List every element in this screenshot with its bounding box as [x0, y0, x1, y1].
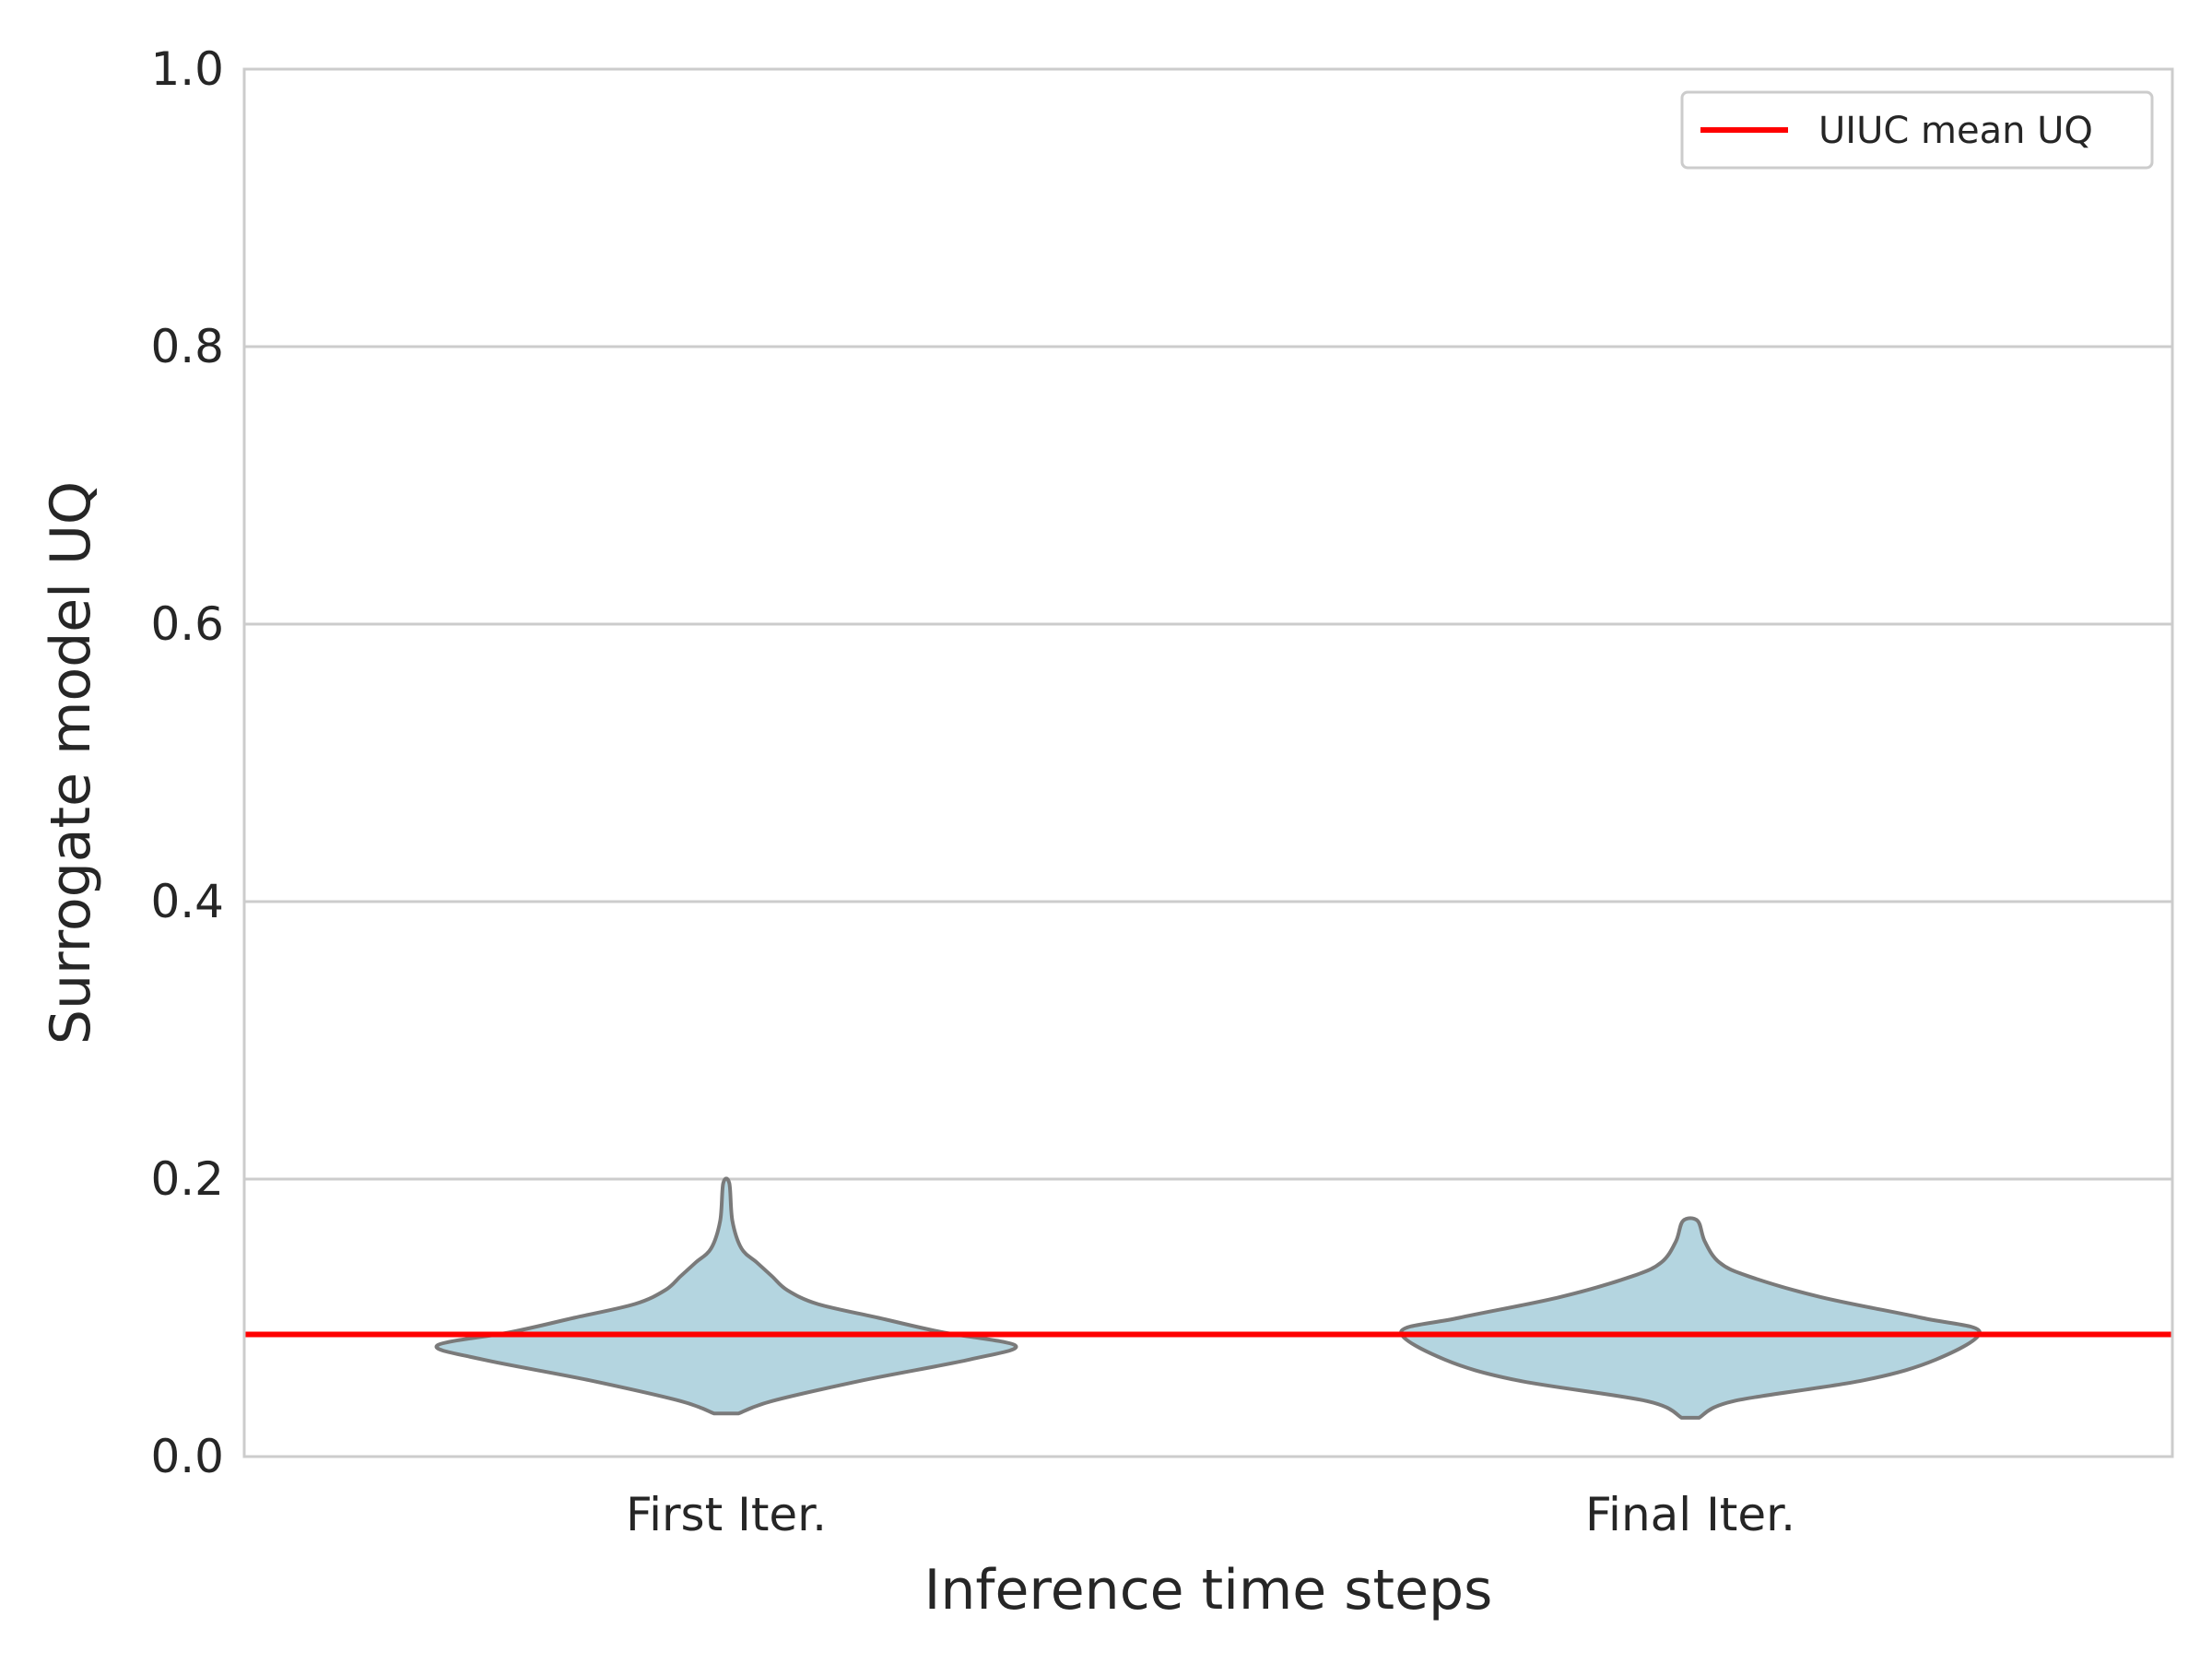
y-tick-label: 0.8	[150, 320, 224, 373]
violins	[434, 1176, 1982, 1420]
x-tick-label: First Iter.	[626, 1488, 827, 1541]
y-tick-label: 0.0	[150, 1430, 224, 1483]
y-tick-label: 0.6	[150, 597, 224, 651]
y-tick-label: 1.0	[150, 42, 224, 96]
y-tick-label: 0.4	[150, 875, 224, 928]
y-tick-label: 0.2	[150, 1152, 224, 1206]
x-axis-title: Inference time steps	[924, 1558, 1493, 1623]
legend-box	[1680, 90, 2154, 170]
y-axis-title: Surrogate model UQ	[39, 481, 103, 1044]
x-tick-labels: First Iter. Final Iter.	[626, 1488, 1795, 1541]
violin-first-iter	[434, 1176, 1018, 1416]
y-tick-labels: 0.0 0.2 0.4 0.6 0.8 1.0	[150, 42, 224, 1483]
plot-frame	[242, 67, 2174, 1458]
legend-label-uiuc-mean-uq: UIUC mean UQ	[1818, 110, 2093, 152]
violin-final-iter	[1399, 1216, 1982, 1420]
grid	[244, 67, 2172, 1458]
legend: UIUC mean UQ	[1680, 90, 2154, 170]
x-tick-label: Final Iter.	[1585, 1488, 1795, 1541]
